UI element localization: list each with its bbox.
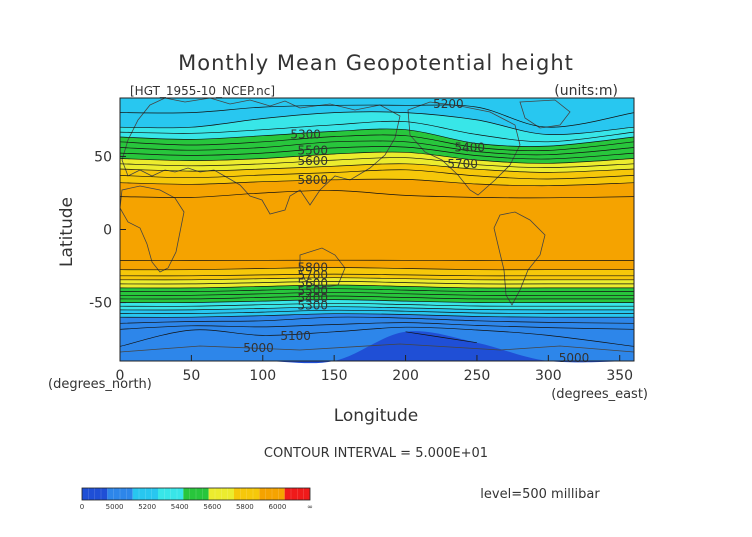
contour-label: 5000 — [559, 351, 590, 365]
units-label: (units:m) — [554, 83, 618, 99]
contour-label: 5600 — [297, 154, 328, 168]
contour-label: 5100 — [280, 329, 311, 343]
y-tick-label: 50 — [94, 149, 112, 165]
level-text: level=500 millibar — [480, 487, 600, 502]
y-tick-label: 0 — [103, 223, 112, 239]
contour-label: 5400 — [455, 141, 486, 155]
contour-label: 5700 — [447, 157, 478, 171]
y-tick-label: -50 — [89, 296, 112, 312]
x-tick-label: 50 — [182, 368, 200, 384]
y-unit-label: (degrees_north) — [48, 377, 152, 392]
contour-label: 5000 — [243, 341, 274, 355]
contour-interval-text: CONTOUR INTERVAL = 5.000E+01 — [264, 446, 488, 461]
y-axis-label: Latitude — [57, 197, 77, 267]
colorbar-tick-label: 5800 — [236, 503, 254, 511]
x-tick-label: 100 — [249, 368, 276, 384]
colorbar: 0 5000 5200 5400 5600 5800 6000 ∞ — [80, 488, 313, 511]
colorbar-tick-label: 5000 — [106, 503, 124, 511]
contour-label: 5300 — [290, 128, 321, 142]
contour-label: 5800 — [297, 173, 328, 187]
colorbar-tick-label: 6000 — [269, 503, 287, 511]
x-tick-label: 350 — [606, 368, 633, 384]
colorbar-tick-label: 0 — [80, 503, 84, 511]
x-unit-label: (degrees_east) — [551, 387, 648, 402]
x-axis-label: Longitude — [334, 406, 419, 426]
source-label: [HGT_1955-10_NCEP.nc] — [130, 84, 275, 98]
chart-title: Monthly Mean Geopotential height — [178, 51, 574, 75]
x-tick-label: 150 — [321, 368, 348, 384]
x-tick-label: 300 — [535, 368, 562, 384]
colorbar-tick-label: 5600 — [203, 503, 221, 511]
colorbar-tick-label: ∞ — [307, 503, 313, 511]
x-tick-label: 200 — [392, 368, 419, 384]
colorbar-tick-label: 5200 — [138, 503, 156, 511]
x-tick-label: 250 — [464, 368, 491, 384]
contour-label: 5300 — [297, 298, 328, 312]
contour-label: 5200 — [433, 97, 464, 111]
colorbar-tick-label: 5400 — [171, 503, 189, 511]
